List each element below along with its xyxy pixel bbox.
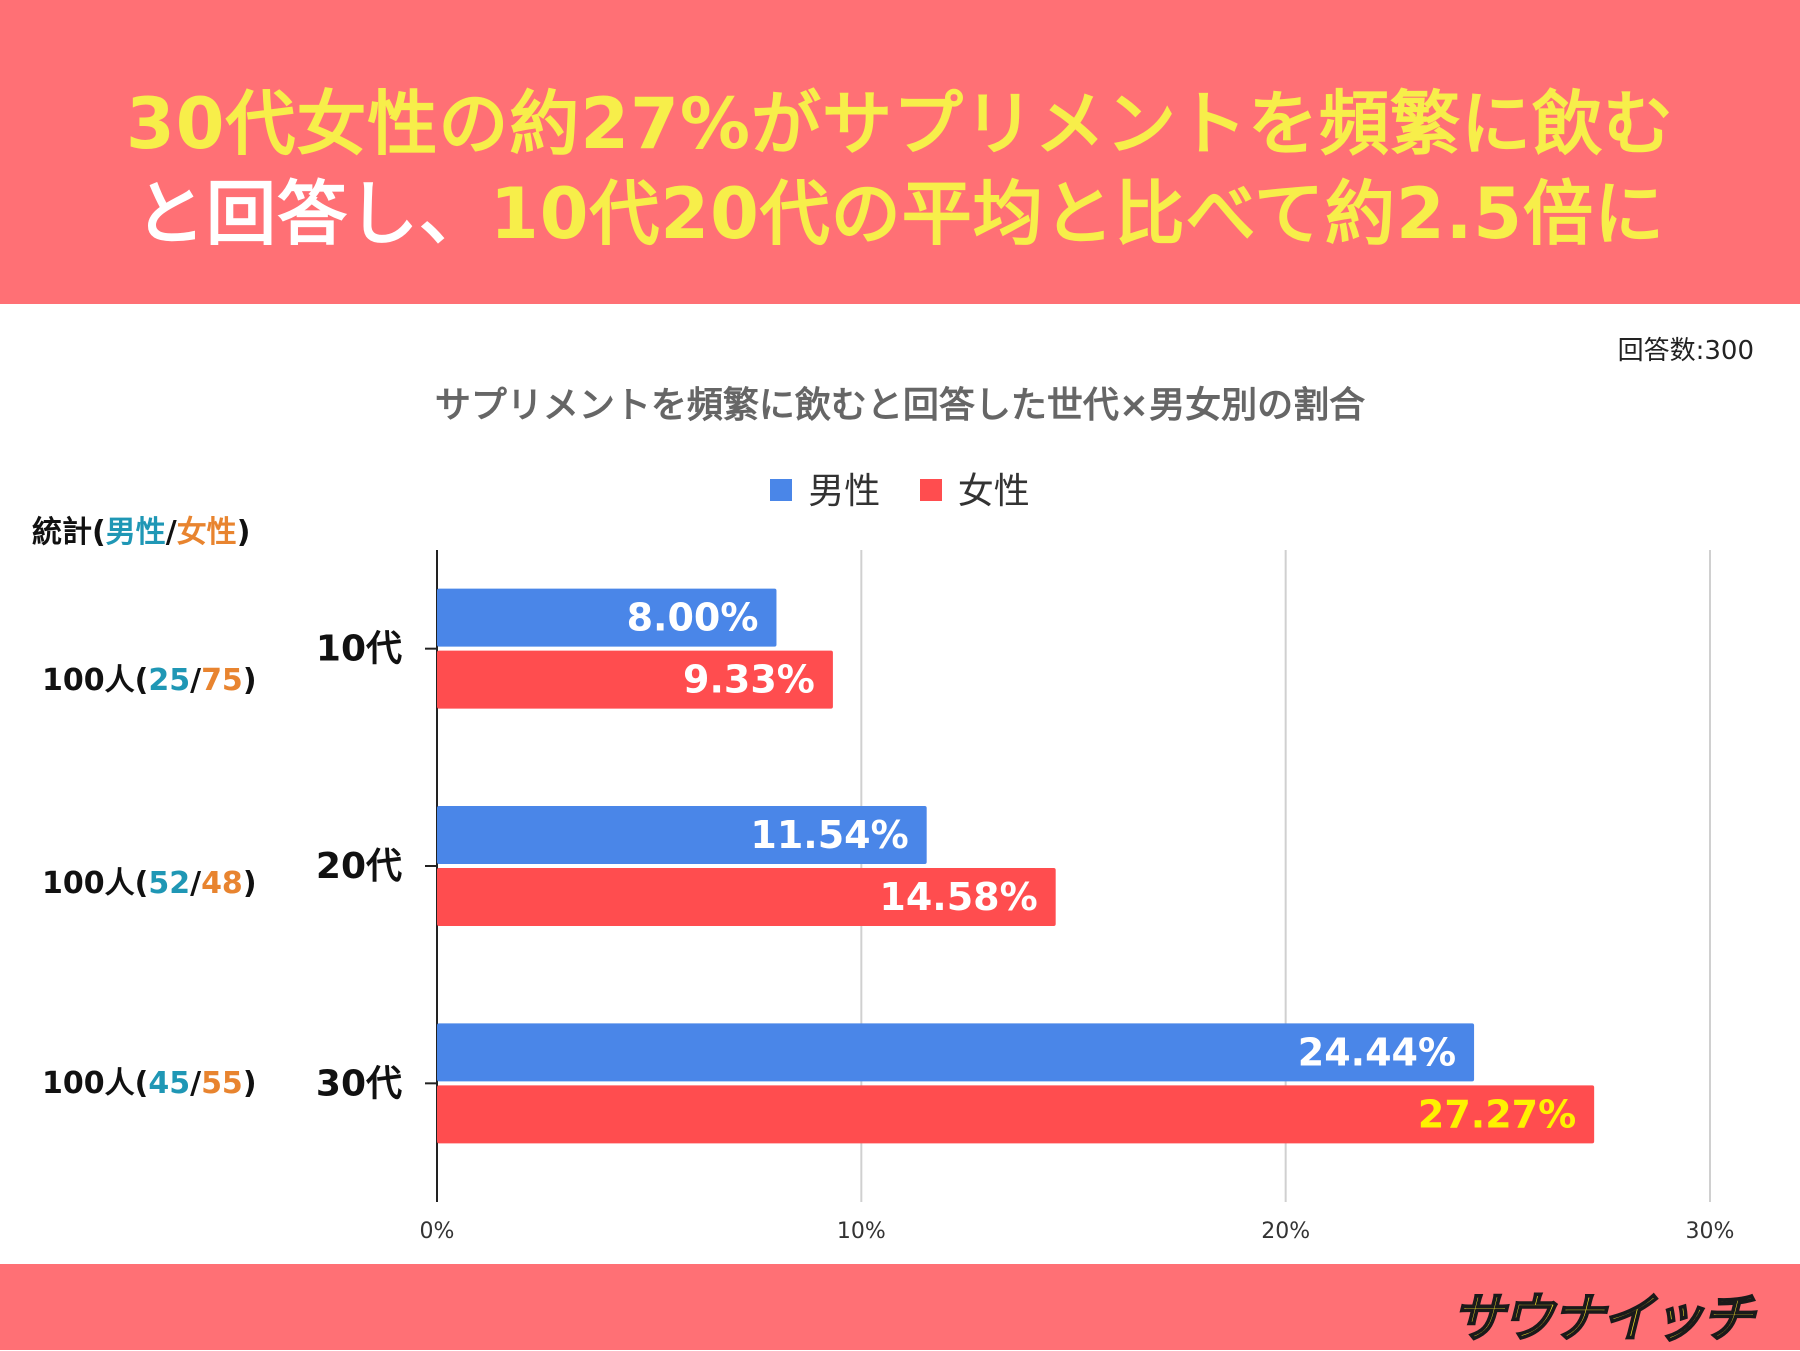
data-label: 9.33% — [683, 658, 815, 702]
x-tick-label: 30% — [1686, 1219, 1735, 1244]
stats-female-count: 48 — [201, 866, 243, 901]
stats-female-count: 55 — [201, 1066, 243, 1101]
footer-bar: サウナイッチ — [0, 1264, 1800, 1350]
bar-male — [437, 588, 777, 647]
chart-title: サプリメントを頻繁に飲むと回答した世代×男女別の割合 — [434, 385, 1366, 426]
bar-chart: 0% 10% 20% 30% 10代 8.00% 9.33% 20代 11.54% 14.58% 3… — [316, 550, 1735, 1244]
stats-male-count: 52 — [148, 866, 191, 901]
legend-swatch-male — [770, 479, 793, 501]
stats-total: 100人 — [42, 663, 135, 698]
stats-male-count: 45 — [148, 1066, 191, 1101]
bar-male — [437, 806, 927, 864]
legend-label-male: 男性 — [808, 471, 881, 512]
data-label: 27.27% — [1418, 1092, 1576, 1136]
stats-sep: / — [165, 515, 177, 550]
x-tick-label: 0% — [420, 1219, 455, 1244]
legend-item-male: 男性 — [770, 462, 880, 514]
legend-item-female: 女性 — [919, 462, 1030, 514]
x-tick-label: 10% — [837, 1219, 886, 1244]
data-label: 24.44% — [1298, 1030, 1456, 1074]
bar-female — [437, 1085, 1595, 1144]
headline-line-1: 30代女性の約27%がサプリメントを頻繁に飲む — [126, 83, 1674, 165]
respondent-count: 回答数:300 — [1617, 336, 1754, 366]
x-tick-label: 20% — [1261, 1219, 1310, 1244]
data-label: 14.58% — [879, 875, 1037, 919]
category-label: 20代 — [316, 846, 402, 887]
headline-banner: 30代女性の約27%がサプリメントを頻繁に飲む と回答し、10代20代の平均と比… — [0, 0, 1800, 304]
bar-male — [437, 1023, 1475, 1082]
category-label: 10代 — [316, 629, 402, 670]
stats-male-count: 25 — [148, 663, 191, 698]
stats-total: 100人 — [42, 866, 135, 901]
stats-row-30s: 100人(45/55) — [42, 1066, 257, 1101]
data-label: 8.00% — [627, 596, 759, 640]
stats-header: 統計(男性/女性) — [32, 507, 250, 551]
stats-female-label: 女性 — [176, 515, 237, 550]
headline-line-2: と回答し、10代20代の平均と比べて約2.5倍に — [0, 158, 1800, 259]
stats-row-20s: 100人(52/48) — [42, 866, 257, 901]
headline-line-2-yellow: 10代20代の平均と比べて約2.5倍に — [489, 173, 1666, 255]
data-label: 11.54% — [750, 813, 908, 857]
brand-logo: サウナイッチ — [1451, 1288, 1755, 1350]
headline-line-2-white: と回答し、 — [134, 173, 490, 255]
stats-total: 100人 — [42, 1066, 135, 1101]
stats-male-label: 男性 — [105, 515, 166, 550]
stats-row-10s: 100人(25/75) — [42, 663, 257, 698]
stats-open: ( — [92, 515, 106, 550]
legend-swatch-female — [919, 479, 942, 501]
stats-label: 統計 — [32, 515, 92, 550]
bar-female — [437, 650, 833, 709]
chart-legend: 男性 女性 — [0, 462, 1800, 514]
category-label: 30代 — [316, 1063, 402, 1104]
stats-close: ) — [236, 515, 251, 550]
legend-label-female: 女性 — [957, 471, 1030, 512]
bar-female — [437, 868, 1056, 926]
stats-female-count: 75 — [201, 663, 243, 698]
